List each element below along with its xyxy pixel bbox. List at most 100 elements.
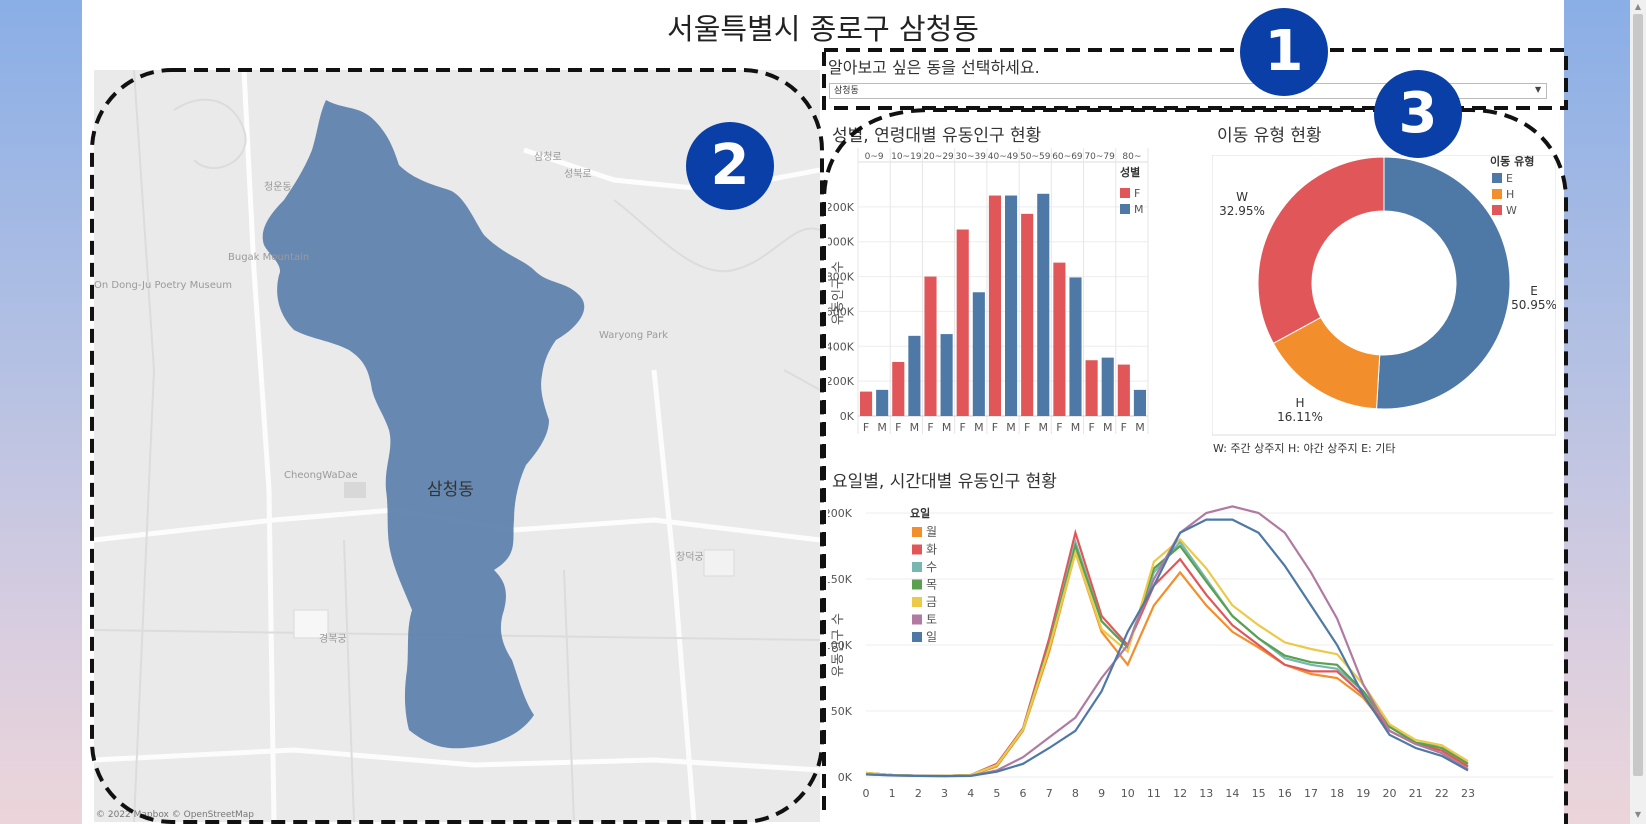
bar-legend-title: 성별 <box>1120 165 1140 179</box>
line-x-tick-label: 0 <box>863 787 870 800</box>
donut-label-H: H <box>1295 396 1304 410</box>
bar-age-group-label: 30~39 <box>956 152 987 162</box>
line-legend-swatch-월 <box>912 527 922 537</box>
bar-y-tick-label: 1200K <box>828 201 855 214</box>
line-x-tick-label: 19 <box>1356 787 1370 800</box>
line-legend-swatch-화 <box>912 544 922 555</box>
bar-sex-label: M <box>877 421 887 434</box>
weekday-hourly-line-chart[interactable]: 유동인구 수0K50K100K150K200K01234567891011121… <box>828 495 1558 824</box>
samcheong-region[interactable] <box>262 100 585 749</box>
bar-M-50~59 <box>1037 193 1050 416</box>
donut-legend-label: W <box>1506 204 1517 217</box>
line-x-tick-label: 13 <box>1199 787 1213 800</box>
scroll-up-arrow-icon[interactable]: ▲ <box>1634 2 1642 11</box>
line-x-tick-label: 8 <box>1072 787 1079 800</box>
line-x-tick-label: 11 <box>1147 787 1161 800</box>
line-x-tick-label: 4 <box>967 787 974 800</box>
bar-sex-label: M <box>974 421 984 434</box>
bar-age-group-label: 10~19 <box>891 152 922 162</box>
map-label-museum: On Dong-Ju Poetry Museum <box>94 280 233 291</box>
donut-label-E: E <box>1530 284 1538 298</box>
bar-M-20~29 <box>940 334 953 416</box>
bar-y-tick-label: 200K <box>828 375 855 388</box>
bar-M-0~9 <box>876 389 889 416</box>
bar-age-group-label: 40~49 <box>988 152 1019 162</box>
line-legend-title: 요일 <box>910 506 930 520</box>
map-label-cheongwadae: CheongWaDae <box>284 470 358 481</box>
bar-F-40~49 <box>988 195 1001 416</box>
bar-sex-label: F <box>1121 421 1127 434</box>
map-label-changdeokgung: 창덕궁 <box>676 552 704 563</box>
badge-3: 3 <box>1374 70 1462 158</box>
movement-type-note: W: 주간 상주지 H: 야간 상주지 E: 기타 <box>1213 442 1396 455</box>
map-region-label: 삼청동 <box>427 480 474 500</box>
map-attribution[interactable]: © 2022 Mapbox © OpenStreetMap <box>96 810 254 820</box>
donut-label-H: 16.11% <box>1277 410 1323 424</box>
bar-y-tick-label: 600K <box>828 305 855 318</box>
bar-F-0~9 <box>860 391 873 416</box>
bar-sex-label: M <box>942 421 952 434</box>
line-legend-label: 일 <box>926 630 937 644</box>
donut-legend-swatch-E <box>1492 173 1502 183</box>
donut-legend-swatch-W <box>1492 205 1502 215</box>
donut-slice-W <box>1257 156 1385 345</box>
line-series-토 <box>865 505 1469 778</box>
line-series-목 <box>865 542 1469 778</box>
bar-M-70~79 <box>1101 357 1114 416</box>
bar-sex-label: F <box>992 421 998 434</box>
bar-sex-label: M <box>1039 421 1049 434</box>
line-series-월 <box>865 548 1469 778</box>
map-label-seongbuk-ro: 성북로 <box>564 169 592 180</box>
bar-legend-label: M <box>1134 203 1144 216</box>
bar-sex-label: M <box>1103 421 1113 434</box>
bar-F-60~69 <box>1053 262 1066 416</box>
donut-label-W: 32.95% <box>1219 204 1265 218</box>
bar-age-group-label: 20~29 <box>923 152 954 162</box>
bar-sex-label: F <box>1024 421 1030 434</box>
bar-F-10~19 <box>892 361 905 416</box>
donut-slice-E <box>1375 156 1511 410</box>
line-legend-label: 수 <box>926 560 937 574</box>
line-legend-label: 토 <box>926 613 937 627</box>
bar-sex-label: M <box>1071 421 1081 434</box>
line-legend-swatch-토 <box>912 614 922 625</box>
filter-label: 알아보고 싶은 동을 선택하세요. <box>828 58 1040 77</box>
line-x-tick-label: 21 <box>1409 787 1423 800</box>
line-x-tick-label: 9 <box>1098 787 1105 800</box>
donut-chart-title: 이동 유형 현황 <box>1217 126 1322 146</box>
donut-legend-swatch-H <box>1492 189 1502 199</box>
scroll-down-arrow-icon[interactable]: ▼ <box>1634 810 1642 819</box>
bar-sex-label: F <box>927 421 933 434</box>
line-x-tick-label: 5 <box>993 787 1000 800</box>
line-x-tick-label: 16 <box>1278 787 1292 800</box>
line-legend-swatch-수 <box>912 562 922 572</box>
line-x-tick-label: 14 <box>1225 787 1239 800</box>
line-legend-label: 월 <box>926 525 937 539</box>
line-x-tick-label: 12 <box>1173 787 1187 800</box>
chevron-down-icon[interactable]: ▼ <box>1535 85 1542 94</box>
line-x-tick-label: 1 <box>889 787 896 800</box>
bar-legend-swatch-F <box>1120 188 1130 198</box>
scrollbar-thumb[interactable] <box>1633 14 1643 776</box>
age-gender-bar-chart[interactable]: 유동인구 수0K200K400K600K800K1000K1200K0~9FM1… <box>828 148 1208 458</box>
badge-1: 1 <box>1240 8 1328 96</box>
bar-F-50~59 <box>1021 213 1034 416</box>
line-legend-swatch-금 <box>912 597 922 607</box>
bar-M-80~ <box>1133 389 1146 416</box>
donut-label-W: W <box>1236 190 1248 204</box>
bar-legend-swatch-M <box>1120 204 1130 214</box>
bar-M-30~39 <box>972 292 985 416</box>
page-title: 서울특별시 종로구 삼청동 <box>667 12 979 46</box>
map-label-samcheong-ro: 삼청로 <box>534 152 562 163</box>
bar-age-group-label: 50~59 <box>1020 152 1051 162</box>
line-chart-title: 요일별, 시간대별 유동인구 현황 <box>832 472 1057 492</box>
bar-age-group-label: 0~9 <box>865 152 884 162</box>
donut-label-E: 50.95% <box>1511 298 1556 312</box>
line-legend-label: 목 <box>926 578 937 592</box>
line-series-화 <box>865 528 1469 778</box>
bar-F-20~29 <box>924 276 937 416</box>
donut-legend-label: E <box>1506 172 1513 185</box>
line-y-tick-label: 50K <box>831 705 853 718</box>
line-legend-label: 화 <box>926 543 937 557</box>
